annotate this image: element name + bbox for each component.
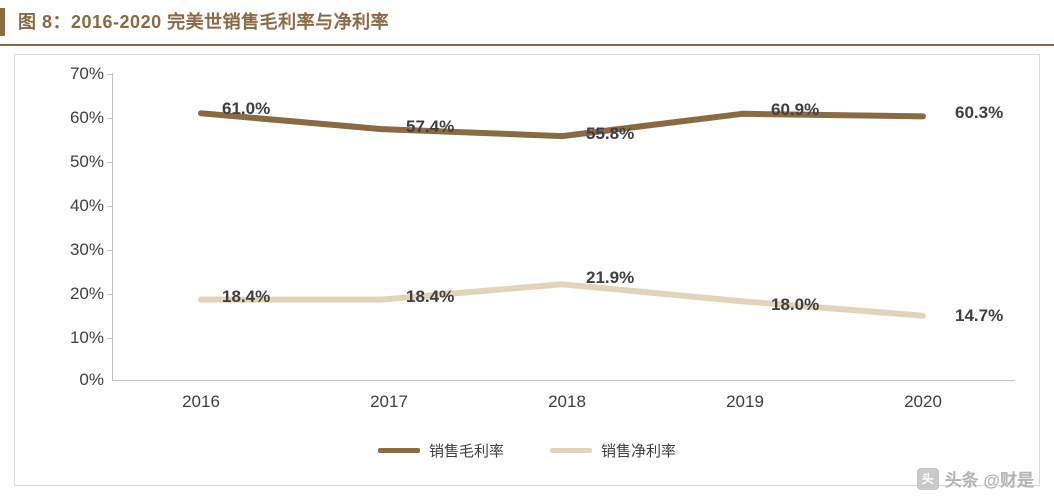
x-tick-2016: 2016 [182,392,220,411]
x-tick-2018: 2018 [548,392,586,411]
y-tick-10: 10% [69,328,104,347]
y-tick-mark [107,338,112,339]
legend-item-gross-margin[interactable]: 销售毛利率 [377,440,504,461]
y-tick-mark [107,162,112,163]
legend-label-net-margin: 销售净利率 [601,443,677,460]
data-label-net-2020: 14.7% [955,306,1004,325]
data-label-gross-2018: 55.8% [586,124,635,143]
data-label-net-2018: 21.9% [586,268,635,287]
x-tick-2019: 2019 [726,392,764,411]
legend-item-net-margin[interactable]: 销售净利率 [550,440,676,461]
y-tick-mark [107,118,112,119]
legend-swatch-net-margin [550,448,592,453]
y-tick-20: 20% [69,284,104,303]
legend-label-gross-margin: 销售毛利率 [428,443,504,460]
y-tick-mark [107,250,112,251]
x-axis-line [112,380,1015,381]
y-tick-60: 60% [69,108,104,127]
watermark-text: 头条 @财是 [944,471,1034,490]
x-tick-2020: 2020 [904,392,942,411]
data-label-gross-2020: 60.3% [955,103,1004,122]
page-title: 图 8：2016-2020 完美世销售毛利率与净利率 [18,12,390,32]
plot-area [14,54,1040,486]
y-tick-50: 50% [69,152,104,171]
y-tick-mark [107,74,112,75]
data-label-net-2019: 18.0% [771,295,820,314]
title-accent-bar [0,8,5,36]
data-label-gross-2019: 60.9% [771,100,820,119]
data-label-gross-2016: 61.0% [222,99,271,118]
data-label-net-2016: 18.4% [222,287,271,306]
toutiao-logo-glyph: 头 [921,471,934,486]
data-label-net-2017: 18.4% [406,287,455,306]
y-tick-40: 40% [69,196,104,215]
x-tick-2017: 2017 [370,392,408,411]
data-label-gross-2017: 57.4% [406,117,455,136]
chart-legend: 销售毛利率 销售净利率 [0,440,1054,461]
watermark: 头 头条 @财是 [916,466,1034,491]
y-tick-mark [107,206,112,207]
y-tick-30: 30% [69,240,104,259]
chart-title-bar: 图 8：2016-2020 完美世销售毛利率与净利率 [0,0,1054,46]
y-axis-line [112,73,113,380]
toutiao-logo-icon: 头 [916,467,939,490]
legend-swatch-gross-margin [377,448,420,453]
y-tick-70: 70% [69,64,104,83]
y-tick-0: 0% [79,370,104,389]
y-tick-mark [107,294,112,295]
